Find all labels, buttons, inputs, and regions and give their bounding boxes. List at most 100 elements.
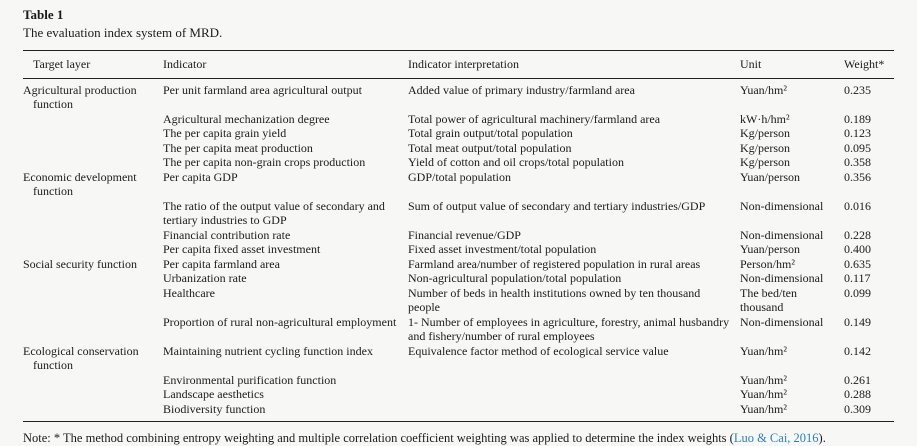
cell-target: [23, 286, 163, 315]
table-row: Healthcare Number of beds in health insti…: [23, 286, 894, 315]
cell-unit: Kg/person: [740, 140, 790, 155]
table-row: Urbanization rate Non-agricultural popula…: [23, 271, 894, 286]
cell-unit: The bed/ten thousand: [740, 285, 797, 315]
column-header-weight: Weight*: [844, 50, 894, 79]
table-body: Agricultural production function Per unit…: [23, 78, 894, 422]
citation-link[interactable]: Luo & Cai, 2016: [733, 431, 819, 445]
cell-unit: Yuan/person: [740, 169, 800, 184]
table-row: The per capita meat production Total meat…: [23, 141, 894, 156]
cell-indicator: Agricultural mechanization degree: [163, 111, 330, 126]
cell-indicator: The per capita grain yield: [163, 126, 287, 140]
cell-indicator: Per capita farmland area: [163, 256, 280, 271]
cell-interpretation: Farmland area/number of registered popul…: [408, 256, 701, 271]
cell-indicator: Urbanization rate: [163, 271, 247, 285]
table-row: Economic development function Per capita …: [23, 170, 894, 199]
cell-interpretation: Financial revenue/GDP: [408, 227, 521, 242]
header-row: Target layer Indicator Indicator interpr…: [23, 50, 894, 79]
cell-weight: 0.016: [844, 198, 871, 213]
cell-weight: 0.635: [844, 256, 871, 271]
cell-weight: 0.117: [844, 271, 871, 285]
cell-interpretation: Yield of cotton and oil crops/total popu…: [408, 155, 624, 169]
cell-weight: 0.356: [844, 169, 871, 184]
cell-target: [23, 387, 163, 402]
cell-target: [23, 199, 163, 228]
footnote-text: Note: * The method combining entropy wei…: [23, 431, 734, 445]
page: Table 1 The evaluation index system of M…: [23, 7, 894, 445]
cell-interpretation: Total grain output/total population: [408, 126, 573, 140]
cell-target: [23, 155, 163, 170]
cell-unit: Non-dimensional: [740, 271, 824, 285]
table-row: Landscape aesthetics Yuan/hm² 0.288: [23, 387, 894, 402]
cell-target: Ecological conservation function: [23, 343, 139, 373]
cell-target: [23, 126, 163, 141]
table-row: Agricultural production function Per unit…: [23, 78, 894, 112]
cell-unit: Yuan/hm²: [740, 82, 787, 97]
cell-weight: 0.095: [844, 140, 871, 155]
cell-interpretation: Total meat output/total population: [408, 140, 572, 155]
cell-unit: Kg/person: [740, 155, 790, 169]
cell-weight: 0.099: [844, 285, 871, 300]
cell-interpretation: Equivalence factor method of ecological …: [408, 343, 669, 358]
cell-indicator: Landscape aesthetics: [163, 387, 264, 401]
table-footnote: Note: * The method combining entropy wei…: [23, 430, 894, 446]
cell-target: [23, 402, 163, 422]
cell-interpretation: Fixed asset investment/total population: [408, 242, 597, 256]
cell-target: Agricultural production function: [23, 82, 137, 112]
table-row: Ecological conservation function Maintain…: [23, 344, 894, 373]
cell-unit: Non-dimensional: [740, 198, 824, 213]
cell-weight: 0.123: [844, 126, 871, 140]
footnote-suffix: ).: [818, 431, 826, 445]
cell-target: [23, 141, 163, 156]
cell-interpretation: Total power of agricultural machinery/fa…: [408, 111, 661, 126]
cell-indicator: Financial contribution rate: [163, 227, 291, 242]
cell-unit: Non-dimensional: [740, 227, 824, 242]
cell-indicator: Per capita fixed asset investment: [163, 242, 321, 256]
table-caption: The evaluation index system of MRD.: [23, 25, 223, 40]
cell-interpretation: Sum of output value of secondary and ter…: [408, 198, 706, 213]
table-row: Environmental purification function Yuan/…: [23, 373, 894, 388]
cell-interpretation: Non-agricultural population/total popula…: [408, 271, 622, 285]
cell-target: [23, 228, 163, 243]
cell-target: [23, 373, 163, 388]
table-header: Target layer Indicator Indicator interpr…: [23, 50, 894, 79]
cell-unit: Non-dimensional: [740, 314, 824, 329]
cell-unit: Yuan/hm²: [740, 401, 787, 416]
cell-weight: 0.358: [844, 155, 871, 169]
table-row: The ratio of the output value of seconda…: [23, 199, 894, 228]
cell-target: [23, 271, 163, 286]
cell-indicator: The per capita meat production: [163, 140, 313, 155]
cell-interpretation: [408, 387, 740, 402]
column-header-target-layer: Target layer: [23, 50, 163, 79]
cell-interpretation: Number of beds in health institutions ow…: [408, 285, 701, 315]
cell-target: [23, 315, 163, 344]
cell-interpretation: [408, 373, 740, 388]
cell-indicator: Maintaining nutrient cycling function in…: [163, 343, 373, 358]
table-label: Table 1: [23, 7, 64, 22]
cell-indicator: Per capita GDP: [163, 169, 238, 184]
cell-weight: 0.142: [844, 343, 871, 358]
cell-weight: 0.235: [844, 82, 871, 97]
cell-weight: 0.288: [844, 387, 871, 401]
cell-interpretation: GDP/total population: [408, 169, 511, 184]
cell-unit: Yuan/hm²: [740, 343, 787, 358]
table-row: Social security function Per capita farml…: [23, 257, 894, 272]
cell-weight: 0.261: [844, 372, 871, 387]
cell-indicator: The per capita non-grain crops productio…: [163, 155, 366, 169]
cell-indicator: The ratio of the output value of seconda…: [163, 198, 385, 228]
cell-interpretation: 1- Number of employees in agriculture, f…: [408, 314, 730, 344]
cell-weight: 0.309: [844, 401, 871, 416]
cell-target: [23, 242, 163, 257]
cell-unit: Person/hm²: [740, 256, 795, 271]
table-row: The per capita grain yield Total grain ou…: [23, 126, 894, 141]
column-header-indicator: Indicator: [163, 50, 408, 79]
cell-indicator: Environmental purification function: [163, 372, 337, 387]
cell-interpretation: Added value of primary industry/farmland…: [408, 82, 635, 97]
cell-unit: Yuan/person: [740, 242, 800, 256]
cell-indicator: Proportion of rural non-agricultural emp…: [163, 314, 397, 329]
cell-indicator: Per unit farmland area agricultural outp…: [163, 82, 362, 97]
table-row: Biodiversity function Yuan/hm² 0.309: [23, 402, 894, 422]
cell-target: Social security function: [23, 256, 137, 271]
evaluation-index-table: Target layer Indicator Indicator interpr…: [23, 50, 894, 422]
cell-target: Economic development function: [23, 169, 137, 199]
cell-unit: Kg/person: [740, 126, 790, 140]
